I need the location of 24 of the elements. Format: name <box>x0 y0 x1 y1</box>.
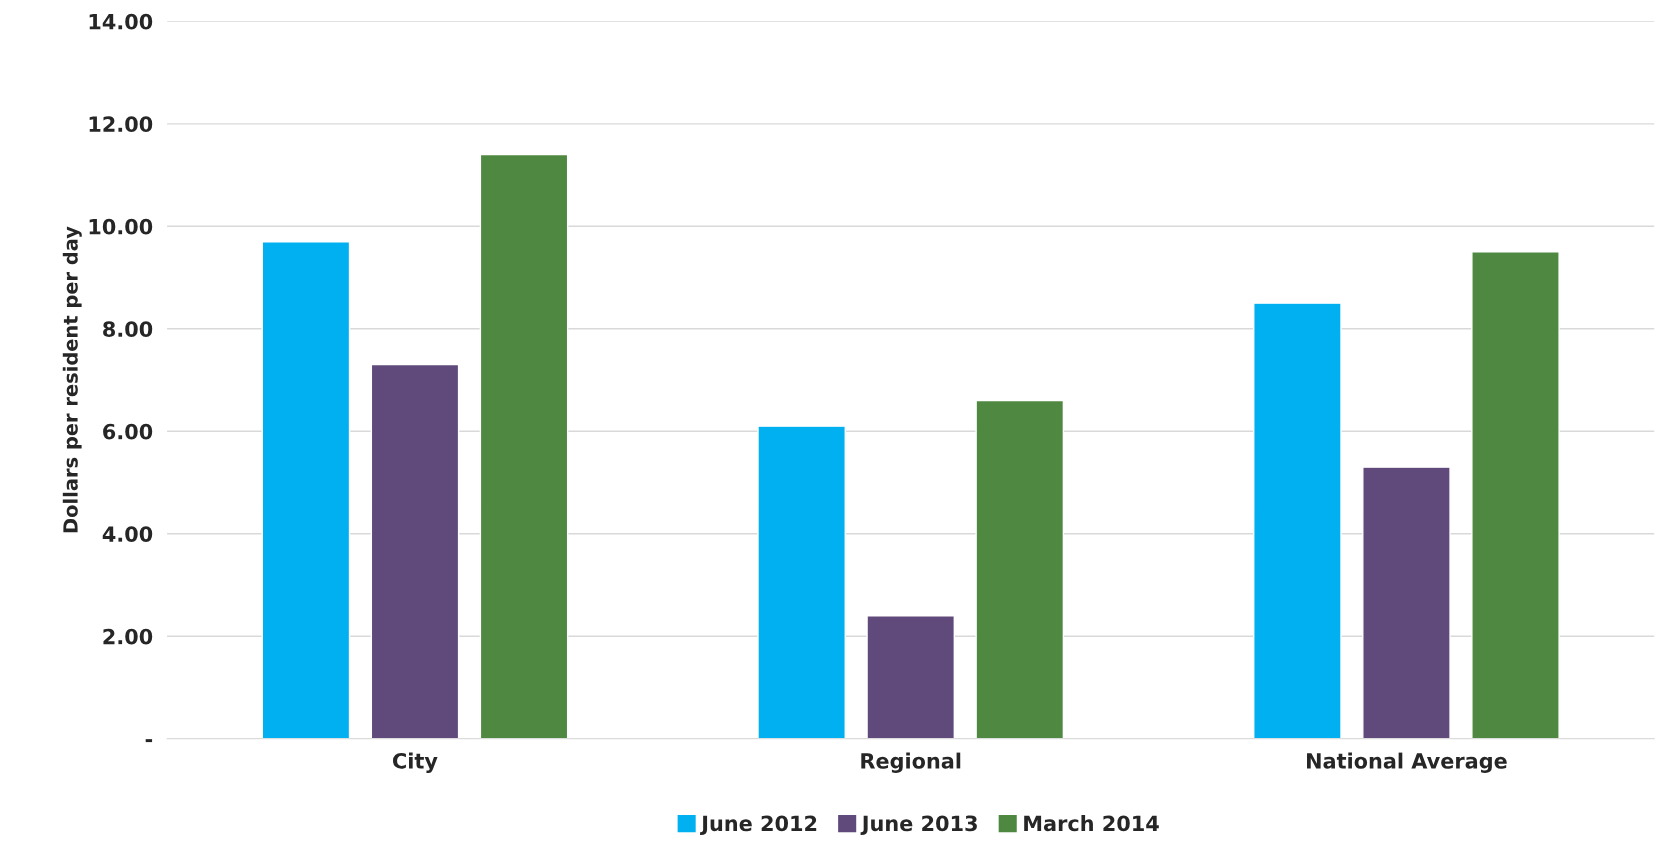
y-tick-label: 8.00 <box>103 321 153 337</box>
legend-label: March 2014 <box>1024 815 1159 832</box>
y-tick-label: 14.00 <box>89 13 153 30</box>
bar <box>1471 251 1560 739</box>
y-tick-label: 4.00 <box>102 526 153 542</box>
bar <box>1253 302 1342 739</box>
y-tick-label: 10.00 <box>89 218 153 235</box>
legend-label: June 2012 <box>700 815 817 836</box>
x-tick-label: City <box>393 752 438 773</box>
legend-label: June 2013 <box>860 815 977 836</box>
y-tick-label: 12.00 <box>89 116 153 133</box>
y-tick-label: 6.00 <box>103 423 153 440</box>
y-tick-label: 2.00 <box>103 628 153 645</box>
bar <box>370 363 460 739</box>
bar <box>975 399 1065 739</box>
x-tick-label: National Average <box>1307 752 1507 773</box>
bar <box>261 240 351 739</box>
y-tick-label: - <box>145 739 153 743</box>
bar <box>866 615 956 739</box>
y-axis-title: Dollars per resident per day <box>62 226 82 533</box>
bar <box>1362 466 1451 739</box>
bar <box>479 153 569 739</box>
bar <box>757 425 846 739</box>
x-tick-label: Regional <box>861 752 961 773</box>
